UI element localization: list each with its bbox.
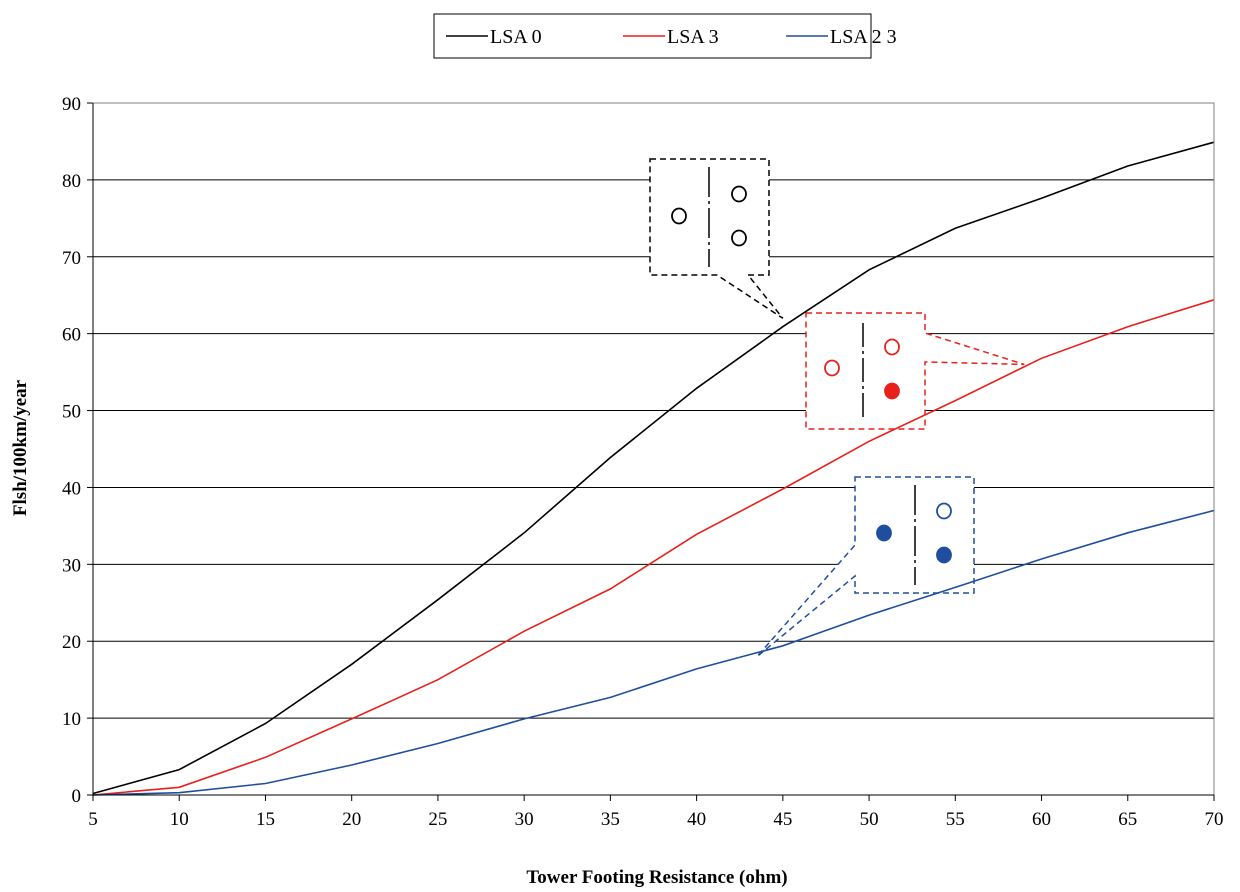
x-tick-label: 35 [601,809,620,830]
conductor-marker [936,502,952,520]
series-line-2 [92,299,1215,796]
legend-label-1: LSA 0 [490,26,542,48]
x-axis-title: Tower Footing Resistance (ohm) [526,867,787,888]
annotation-callout-3 [756,476,975,658]
x-tick-label: 50 [860,809,879,830]
series-line-1 [92,141,1215,795]
callout-frame [756,476,975,658]
x-tick-label: 10 [170,809,189,830]
annotation-callout-2 [805,312,1025,430]
y-axis-title: Flsh/100km/year [10,379,31,516]
y-tick-label: 20 [62,632,81,653]
conductor-marker [884,338,900,356]
x-tick-label: 45 [773,809,792,830]
legend-label-3: LSA 2 3 [830,26,897,48]
y-tick-label: 50 [62,402,81,423]
x-tick-label: 5 [88,809,98,830]
x-tick-label: 25 [428,809,447,830]
series-line-3 [92,509,1215,796]
x-tick-label: 55 [946,809,965,830]
y-tick-label: 80 [62,171,81,192]
series-lines [92,141,1215,796]
y-tick-label: 0 [72,786,82,807]
y-tick-label: 30 [62,555,81,576]
x-tick-label: 30 [515,809,534,830]
axes: 0 10 20 30 40 50 60 70 80 90 5 10 15 20 25 30 35 40 45 50 55… [62,94,1224,830]
x-tick-label: 65 [1118,809,1137,830]
conductor-marker [731,185,747,203]
callout-frame [805,312,1025,430]
legend: LSA 0 LSA 3 LSA 2 3 [433,13,897,59]
conductor-with-arrester-marker [884,382,900,400]
legend-label-2: LSA 3 [667,26,719,48]
y-tick-label: 10 [62,709,81,730]
x-tick-label: 15 [256,809,275,830]
y-tick-label: 40 [62,478,81,499]
y-tick-label: 70 [62,248,81,269]
conductor-marker [824,359,840,377]
y-tick-label: 60 [62,325,81,346]
callout-frame [649,158,784,319]
annotation-callout-1 [649,158,784,319]
conductor-marker [671,207,687,225]
conductor-with-arrester-marker [876,524,892,542]
y-tick-label: 90 [62,94,81,115]
x-tick-label: 60 [1032,809,1051,830]
conductor-with-arrester-marker [936,546,952,564]
conductor-marker [731,229,747,247]
annotations [649,158,1025,658]
x-tick-label: 40 [687,809,706,830]
x-tick-label: 70 [1205,809,1224,830]
x-tick-label: 20 [342,809,361,830]
